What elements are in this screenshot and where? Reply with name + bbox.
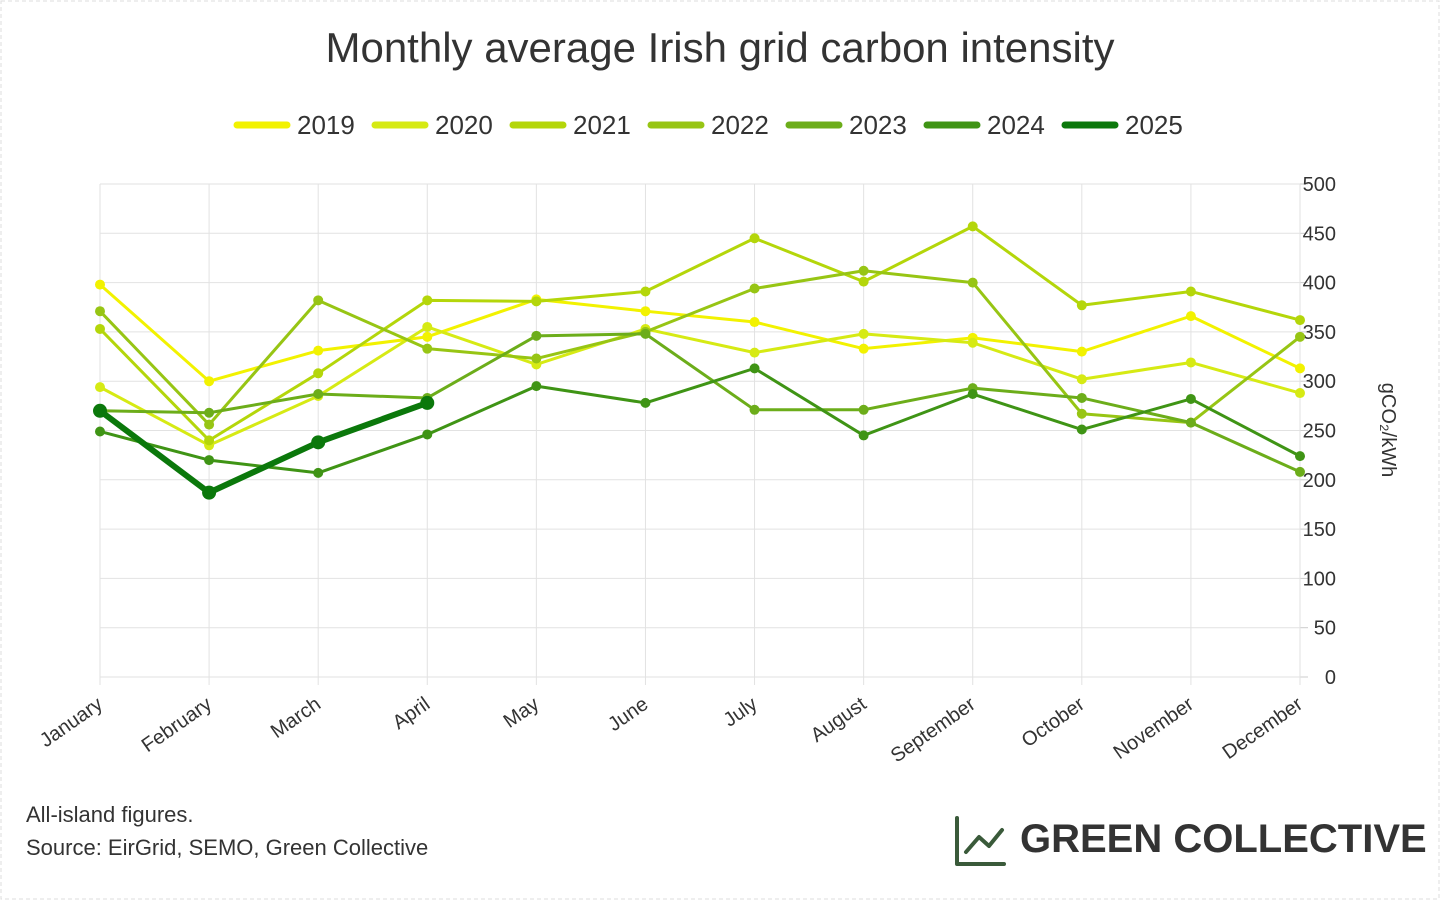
point	[749, 283, 760, 294]
point	[1076, 374, 1087, 385]
point	[1295, 315, 1305, 326]
point	[422, 295, 433, 306]
point	[95, 306, 105, 317]
point	[420, 395, 435, 410]
point	[1295, 363, 1305, 374]
point	[1185, 417, 1196, 428]
brand: GREEN COLLECTIVE	[1020, 817, 1427, 861]
point	[204, 455, 215, 466]
point	[858, 265, 869, 276]
point	[1185, 357, 1196, 368]
point	[1185, 393, 1196, 404]
point	[93, 403, 107, 418]
y-tick-label: 500	[1303, 174, 1336, 196]
point	[1076, 424, 1087, 435]
point	[204, 376, 215, 387]
point	[95, 382, 105, 393]
legend-label: 2022	[711, 110, 769, 140]
y-tick-label: 250	[1303, 421, 1336, 443]
point	[1295, 388, 1305, 399]
point	[749, 404, 760, 415]
point	[1076, 346, 1087, 357]
point	[95, 426, 105, 437]
point	[95, 279, 105, 290]
point	[531, 330, 542, 341]
point	[531, 381, 542, 392]
y-tick-label: 50	[1314, 618, 1336, 640]
y-axis-label: gCO₂/kWh	[1377, 383, 1399, 477]
point	[640, 306, 651, 317]
series-line	[99, 366, 1301, 475]
point	[313, 389, 324, 400]
y-tick-label: 350	[1303, 322, 1336, 344]
legend-label: 2025	[1125, 110, 1183, 140]
point	[967, 337, 978, 348]
point	[858, 343, 869, 354]
note: All-island figures.	[26, 802, 194, 827]
legend-label: 2023	[849, 110, 907, 140]
y-tick-label: 0	[1325, 667, 1336, 689]
series-line	[99, 325, 1301, 447]
point	[967, 277, 978, 288]
point	[749, 317, 760, 328]
point	[967, 221, 978, 232]
point	[858, 404, 869, 415]
point	[313, 295, 324, 306]
point	[422, 343, 433, 354]
point	[313, 345, 324, 356]
point	[1295, 466, 1305, 477]
logo-icon	[955, 816, 1006, 866]
legend-label: 2024	[987, 110, 1045, 140]
chart-title: Monthly average Irish grid carbon intens…	[325, 24, 1114, 71]
point	[640, 328, 651, 339]
point	[95, 323, 105, 334]
point	[422, 331, 433, 342]
point	[204, 407, 215, 418]
series-line	[98, 400, 429, 496]
point	[1295, 331, 1305, 342]
point	[204, 419, 215, 430]
point	[1295, 451, 1305, 462]
y-tick-label: 400	[1303, 273, 1336, 295]
series-line	[98, 224, 1301, 442]
series-line	[99, 283, 1301, 383]
point	[204, 435, 215, 446]
point	[313, 467, 324, 478]
point	[858, 430, 869, 441]
point	[531, 353, 542, 364]
point	[422, 321, 433, 332]
point	[531, 296, 542, 307]
series-line	[99, 332, 1301, 474]
series-line	[98, 269, 1301, 427]
point	[422, 429, 433, 440]
point	[640, 397, 651, 408]
point	[749, 233, 760, 244]
point	[311, 435, 326, 450]
point	[640, 286, 651, 297]
legend-label: 2021	[573, 110, 631, 140]
point	[749, 347, 760, 358]
point	[858, 276, 869, 287]
y-tick-label: 100	[1303, 568, 1336, 590]
point	[1076, 408, 1087, 419]
y-tick-label: 450	[1303, 223, 1336, 245]
point	[749, 363, 760, 374]
note: Source: EirGrid, SEMO, Green Collective	[26, 835, 428, 860]
point	[1185, 311, 1196, 322]
point	[1185, 286, 1196, 297]
legend-label: 2019	[297, 110, 355, 140]
point	[1076, 392, 1087, 403]
point	[967, 389, 978, 400]
point	[1076, 300, 1087, 311]
point	[858, 328, 869, 339]
point	[313, 368, 324, 379]
y-tick-label: 300	[1303, 371, 1336, 393]
y-tick-label: 150	[1303, 519, 1336, 541]
y-tick-label: 200	[1303, 470, 1336, 492]
legend-label: 2020	[435, 110, 493, 140]
point	[202, 485, 217, 500]
